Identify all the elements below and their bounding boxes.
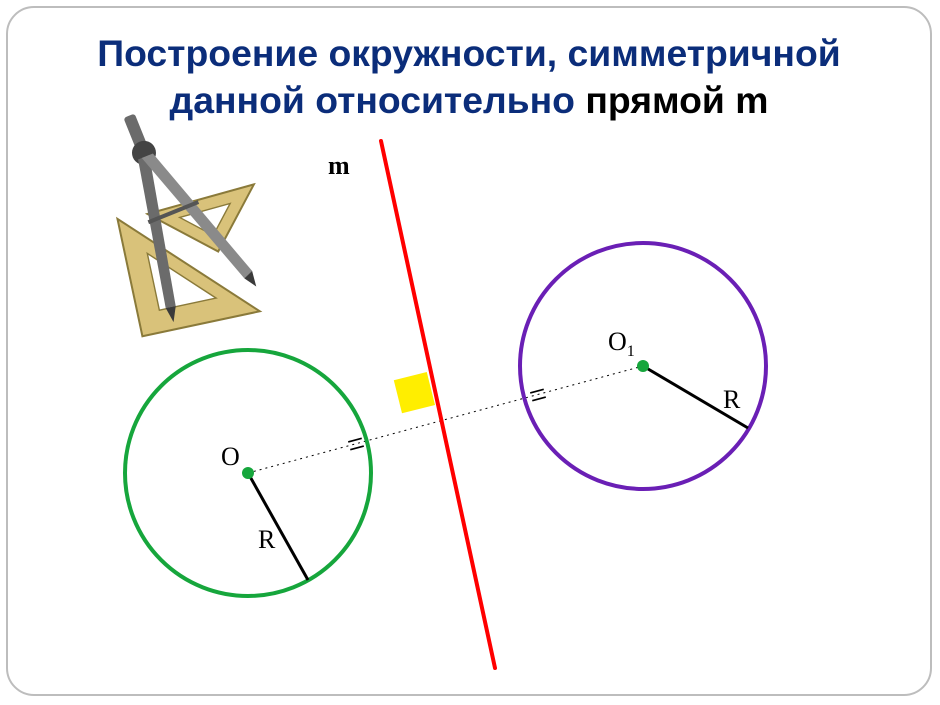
center-dot-O1 [637,360,649,372]
perpendicular-segment [248,366,643,473]
label-O1: O1 [608,327,635,360]
center-dot-O [242,467,254,479]
right-angle-marker [394,372,435,413]
label-R-O1: R [723,385,741,414]
label-R-O: R [258,525,276,554]
compass-triangle-icon [94,95,260,336]
label-O: O [221,442,240,471]
geometry-diagram: m O R O1 R [8,8,932,696]
radius-O [248,473,308,580]
diagram-frame: Построение окружности, симметричной данн… [6,6,932,696]
line-m-label: m [328,151,350,180]
line-m [381,141,495,668]
